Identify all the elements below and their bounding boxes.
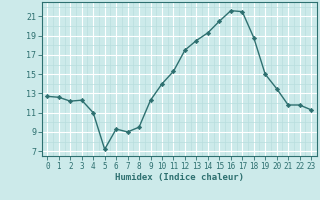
X-axis label: Humidex (Indice chaleur): Humidex (Indice chaleur): [115, 173, 244, 182]
